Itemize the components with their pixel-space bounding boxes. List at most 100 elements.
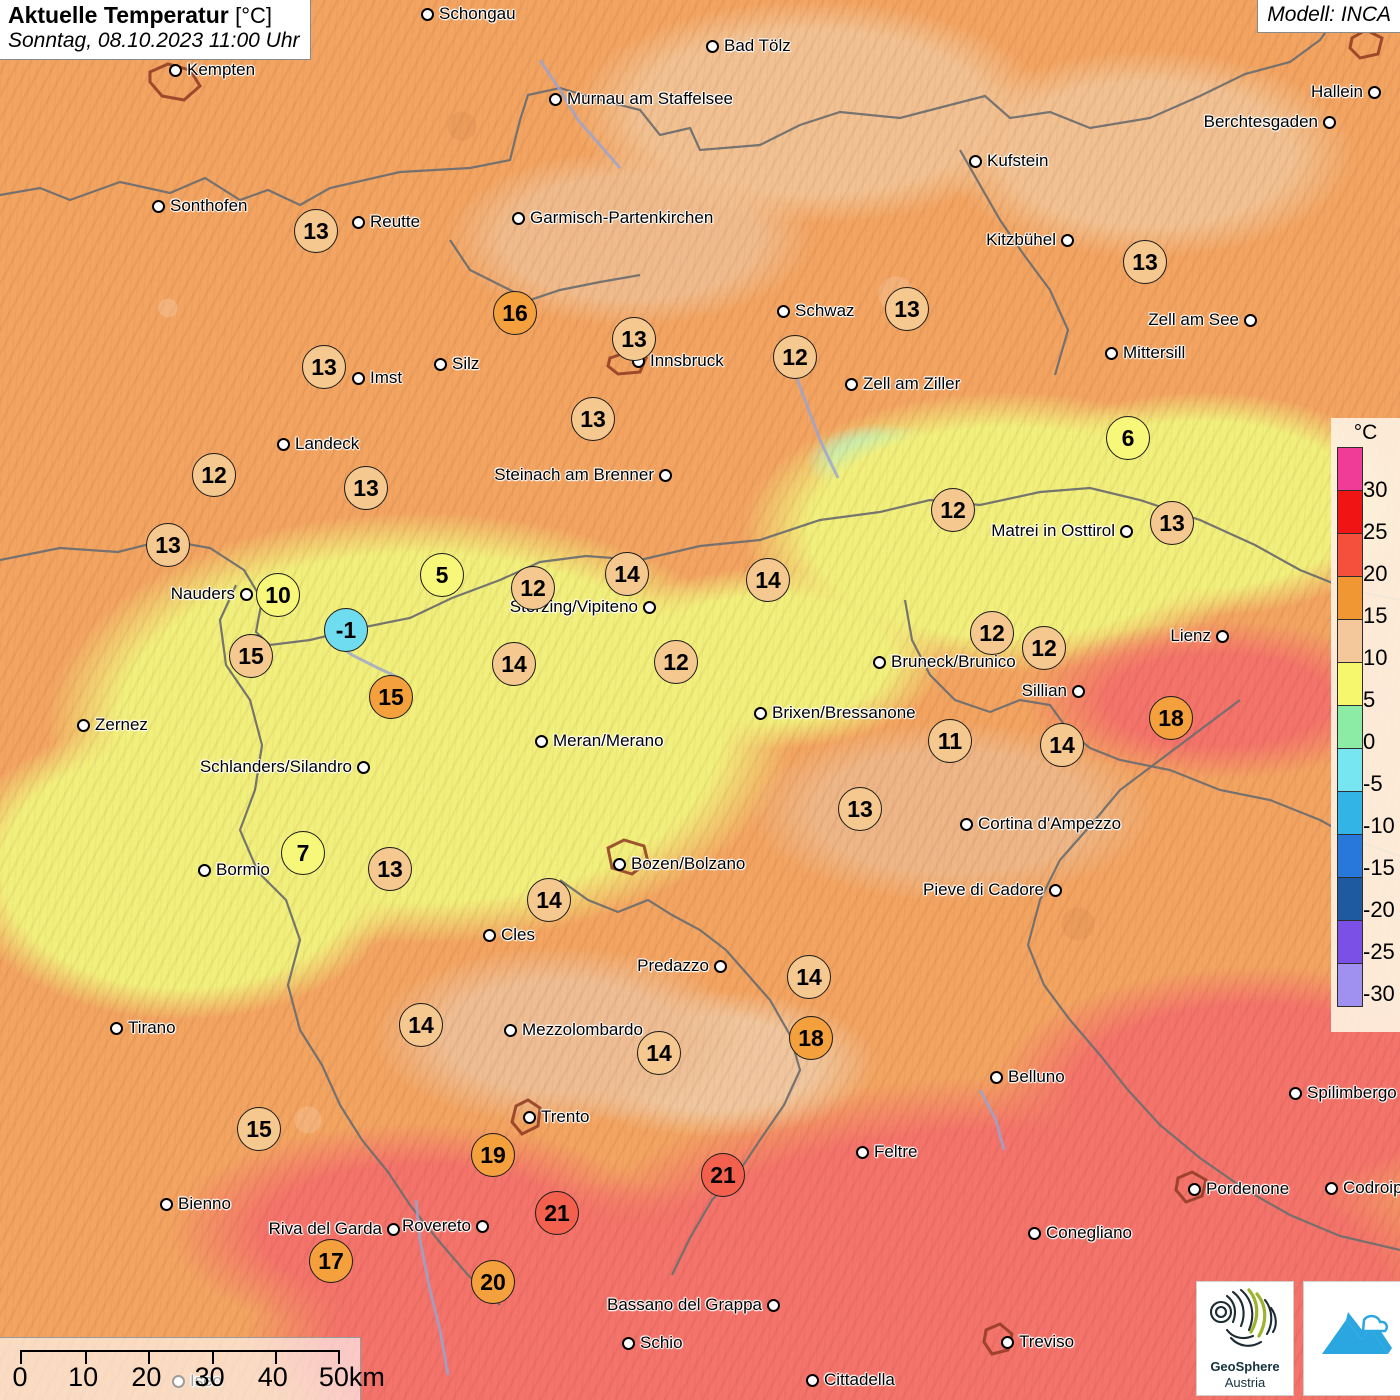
scale-tick [274,1352,277,1364]
temperature-station-marker: 12 [773,335,817,379]
temperature-station-marker: 13 [1123,240,1167,284]
geosphere-logo-name: GeoSphere [1210,1359,1280,1374]
title-text: Aktuelle Temperatur [8,2,229,28]
city-dot-icon [1061,233,1074,247]
temperature-station-marker: 13 [1150,501,1194,545]
temperature-station-marker: 14 [746,558,790,602]
temperature-station-marker: 14 [527,878,571,922]
legend-tick: -20 [1363,897,1395,922]
city-dot-icon [845,377,858,391]
temperature-station-marker: 13 [885,287,929,331]
city-marker: Riva del Garda [269,1219,400,1239]
city-dot-icon [1323,115,1336,129]
legend-swatch [1337,490,1363,534]
temperature-station-marker: 12 [511,566,555,610]
city-dot-icon [1028,1226,1041,1240]
city-marker: Schwaz [777,301,855,321]
city-dot-icon [357,760,370,774]
scale-tick [211,1352,214,1364]
scale-label: 20 [131,1362,162,1392]
city-label: Bad Tölz [724,36,791,55]
city-marker: Brixen/Bressanone [754,703,916,723]
city-dot-icon [535,734,548,748]
city-label: Conegliano [1046,1223,1133,1242]
distance-scale-bar: 0 10 20 30 40 50km [0,1337,385,1400]
temperature-station-marker: 20 [471,1260,515,1304]
legend-tick: 0 [1363,729,1376,754]
temperature-station-marker: 18 [1149,696,1193,740]
legend-swatch [1337,533,1363,577]
city-dot-icon [1120,524,1133,538]
city-label: Mittersill [1123,343,1186,362]
city-dot-icon [990,1070,1003,1084]
legend-swatch [1337,705,1363,749]
temperature-station-marker: 13 [294,209,338,253]
city-marker: Matrei in Osttirol [991,521,1133,541]
city-label: Pieve di Cadore [923,880,1044,899]
city-marker: Pieve di Cadore [923,880,1062,900]
city-marker: Kempten [169,60,255,80]
city-dot-icon [198,863,211,877]
scale-tick [148,1352,151,1364]
city-label: Steinach am Brenner [494,465,654,484]
city-label: Schongau [439,4,516,23]
city-label: Brixen/Bressanone [772,703,916,722]
city-marker: Bormio [198,860,270,880]
temperature-station-marker: 13 [368,847,412,891]
city-label: Feltre [874,1142,918,1161]
city-label: Spilimbergo [1307,1083,1397,1102]
city-marker: Feltre [856,1142,917,1162]
legend-swatch [1337,877,1363,921]
city-dot-icon [613,857,626,871]
legend-tick: 15 [1363,603,1388,628]
temperature-station-marker: 15 [229,634,273,678]
city-marker: Mittersill [1105,343,1185,363]
city-dot-icon [152,199,165,213]
legend-swatch [1337,963,1363,1007]
city-marker: Bienno [160,1194,231,1214]
city-dot-icon [806,1373,819,1387]
city-marker: Conegliano [1028,1223,1132,1243]
temperature-station-marker: 6 [1106,416,1150,460]
city-dot-icon [643,600,656,614]
city-marker: Sonthofen [152,196,248,216]
city-label: Zell am Ziller [863,374,961,393]
city-marker: Berchtesgaden [1204,112,1336,132]
city-dot-icon [1289,1086,1302,1100]
temperature-station-marker: 12 [192,453,236,497]
legend-swatch [1337,447,1363,491]
city-label: Innsbruck [650,351,724,370]
city-dot-icon [421,7,434,21]
temperature-station-marker: 14 [1040,723,1084,767]
temperature-station-marker: 13 [146,523,190,567]
city-marker: Murnau am Staffelsee [549,89,733,109]
city-dot-icon [1188,1182,1201,1196]
city-dot-icon [476,1219,489,1233]
city-label: Imst [370,368,403,387]
city-label: Riva del Garda [268,1219,382,1238]
city-dot-icon [767,1298,780,1312]
city-dot-icon [169,63,182,77]
temperature-station-marker: 18 [789,1016,833,1060]
city-marker: Codroipo [1325,1178,1400,1198]
city-marker: Garmisch-Partenkirchen [512,208,713,228]
legend-tick: 25 [1363,519,1388,544]
city-dot-icon [706,39,719,53]
city-dot-icon [434,357,447,371]
temperature-station-marker: 12 [1022,626,1066,670]
city-dot-icon [1001,1335,1014,1349]
city-marker: Innsbruck [632,351,724,371]
city-marker: Kitzbühel [986,230,1074,250]
legend-tick: -5 [1363,771,1383,796]
legend-swatch [1337,576,1363,620]
model-badge: Modell: INCA [1257,0,1400,33]
city-label: Hallein [1311,82,1363,101]
city-label: Predazzo [637,956,709,975]
city-label: Bozen/Bolzano [631,854,746,873]
city-dot-icon [77,718,90,732]
temperature-station-marker: 13 [302,345,346,389]
city-marker: Meran/Merano [535,731,664,751]
temperature-station-marker: 13 [838,787,882,831]
model-label: Modell: INCA [1267,3,1391,26]
city-dot-icon [1105,346,1118,360]
